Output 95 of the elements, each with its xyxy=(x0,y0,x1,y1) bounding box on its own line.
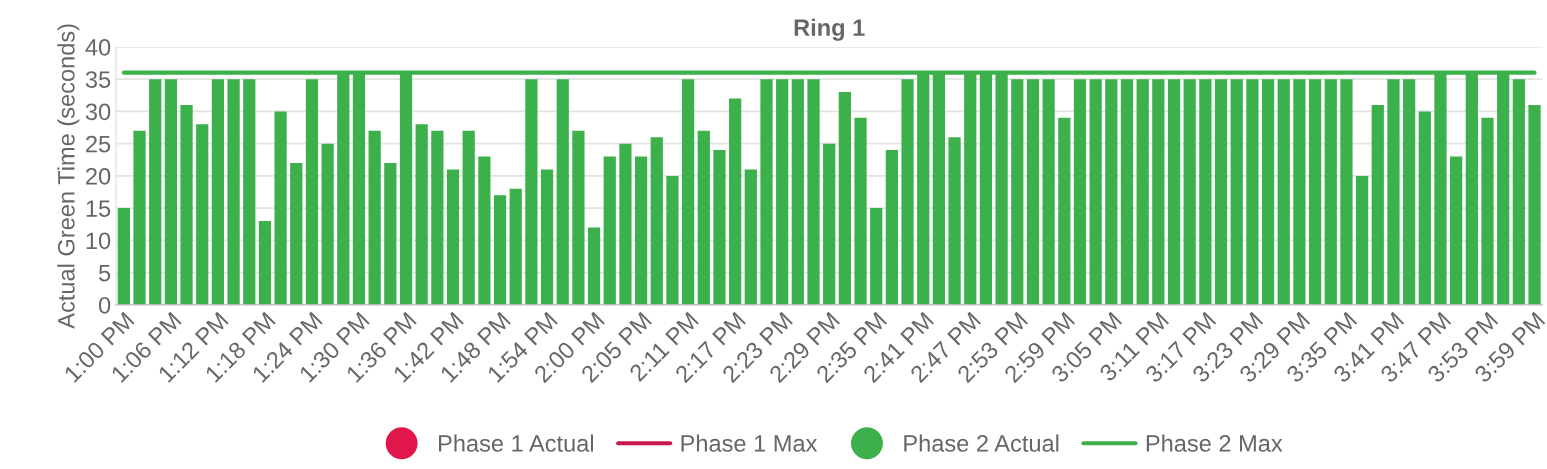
bar xyxy=(415,124,428,305)
y-tick-label: 5 xyxy=(98,264,111,282)
bar xyxy=(619,143,632,305)
bar xyxy=(1183,79,1196,305)
bar xyxy=(227,79,240,305)
bar xyxy=(384,162,397,305)
bar xyxy=(885,150,898,305)
bar xyxy=(1418,111,1431,305)
y-tick-label: 10 xyxy=(86,232,111,250)
bar xyxy=(729,98,742,305)
bar xyxy=(462,130,475,305)
bar xyxy=(1481,117,1494,305)
bar xyxy=(682,79,695,305)
bar xyxy=(807,79,820,305)
bar xyxy=(1356,175,1369,305)
bar xyxy=(446,169,460,305)
bar xyxy=(1105,79,1118,305)
bar xyxy=(1058,117,1071,305)
bar xyxy=(666,175,679,305)
bar xyxy=(133,130,146,305)
bar xyxy=(290,162,303,305)
bar xyxy=(587,227,601,305)
bar xyxy=(1230,79,1243,305)
bar xyxy=(1261,79,1275,305)
bar xyxy=(243,79,256,305)
bar xyxy=(634,156,648,305)
bar xyxy=(509,188,522,305)
bar xyxy=(1308,79,1322,305)
bar xyxy=(274,111,287,305)
y-tick-label: 0 xyxy=(98,296,111,314)
bar xyxy=(1042,79,1055,305)
bar xyxy=(258,221,272,305)
bar xyxy=(791,79,804,305)
bar xyxy=(776,79,789,305)
bar xyxy=(1246,79,1259,305)
bar xyxy=(211,79,225,305)
bar xyxy=(305,79,319,305)
bar xyxy=(1167,79,1181,305)
y-tick-label: 15 xyxy=(86,200,111,217)
bar xyxy=(1293,79,1306,305)
bar xyxy=(1199,79,1212,305)
legend-label: Phase 2 Max xyxy=(1146,434,1283,452)
bar xyxy=(540,169,554,305)
y-tick-label: 35 xyxy=(85,71,111,88)
bar xyxy=(823,143,836,305)
bar xyxy=(196,124,209,305)
bar xyxy=(1528,104,1541,305)
bar xyxy=(901,79,914,305)
bar xyxy=(1340,79,1353,305)
bar xyxy=(1324,79,1337,305)
bar xyxy=(650,137,663,305)
bar xyxy=(744,169,757,305)
bar xyxy=(321,143,334,305)
bar xyxy=(431,130,444,305)
bar xyxy=(525,79,538,305)
chart-title: Ring 1 xyxy=(794,18,865,41)
bar xyxy=(760,79,773,305)
bar xyxy=(1371,104,1384,305)
bar xyxy=(1403,79,1416,305)
legend-label: Phase 1 Max xyxy=(681,434,818,452)
bar xyxy=(870,208,883,305)
bar xyxy=(149,79,162,305)
bar xyxy=(838,92,851,305)
bar xyxy=(1136,79,1149,305)
y-tick-label: 20 xyxy=(86,167,111,185)
bar xyxy=(697,130,710,305)
bar xyxy=(1120,79,1134,305)
legend-label: Phase 2 Actual xyxy=(904,434,1059,452)
bar xyxy=(1450,156,1463,305)
bar xyxy=(1073,79,1087,305)
bar xyxy=(180,104,193,305)
y-axis-title: Actual Green Time (seconds) xyxy=(57,24,80,329)
bar xyxy=(478,156,491,305)
bar xyxy=(572,130,585,305)
bar xyxy=(1026,79,1040,305)
bar xyxy=(1011,79,1024,305)
y-tick-label: 25 xyxy=(86,135,111,153)
bar xyxy=(556,79,569,305)
bar xyxy=(713,150,726,305)
bar xyxy=(854,117,867,305)
bar xyxy=(1089,79,1102,305)
bar xyxy=(164,79,177,305)
bar xyxy=(603,156,616,305)
bar xyxy=(493,195,507,305)
bar xyxy=(1512,79,1525,305)
bar xyxy=(948,137,961,305)
bar xyxy=(1277,79,1290,305)
legend-label: Phase 1 Actual xyxy=(439,434,594,452)
bar xyxy=(117,208,130,305)
bar xyxy=(368,130,381,305)
bar xyxy=(1214,79,1228,305)
bar xyxy=(1387,79,1400,305)
bar xyxy=(1152,79,1165,305)
y-tick-label: 30 xyxy=(85,103,111,121)
y-tick-label: 40 xyxy=(85,38,111,56)
